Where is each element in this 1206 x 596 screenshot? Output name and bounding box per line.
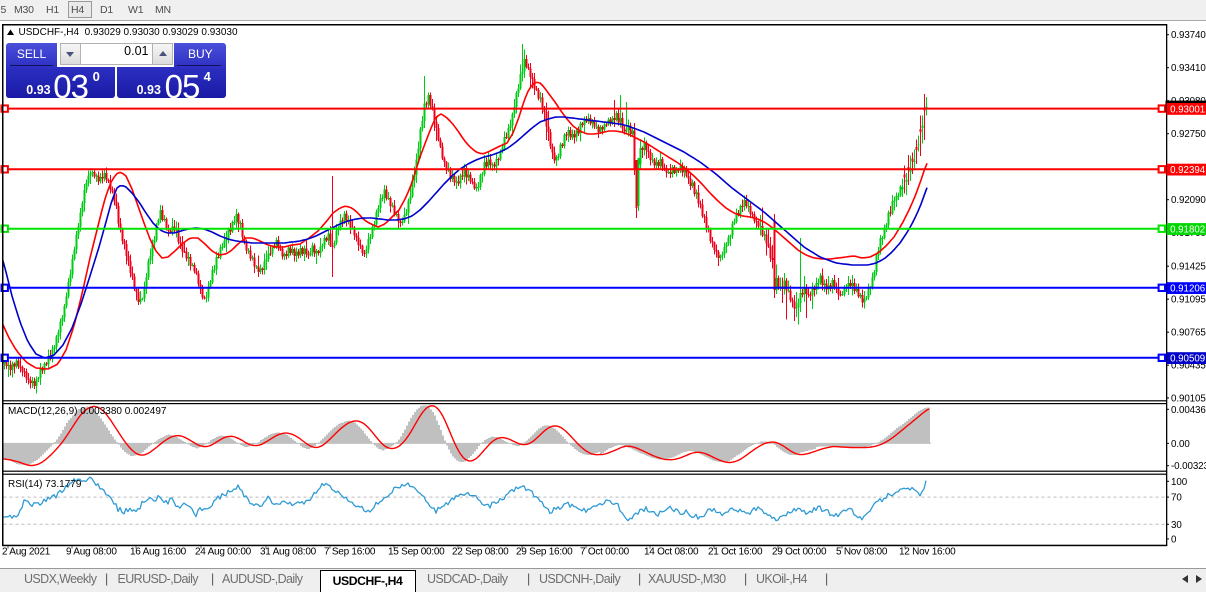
svg-text:22 Sep 08:00: 22 Sep 08:00 xyxy=(452,547,509,558)
svg-text:0.90509: 0.90509 xyxy=(1170,354,1205,365)
svg-text:0.91425: 0.91425 xyxy=(1171,262,1206,273)
svg-text:24 Aug 00:00: 24 Aug 00:00 xyxy=(195,547,252,558)
svg-text:15 Sep 00:00: 15 Sep 00:00 xyxy=(388,547,445,558)
svg-text:0: 0 xyxy=(1171,534,1177,545)
svg-text:0.93740: 0.93740 xyxy=(1171,30,1206,41)
svg-text:29 Oct 00:00: 29 Oct 00:00 xyxy=(772,547,827,558)
svg-text:7 Sep 16:00: 7 Sep 16:00 xyxy=(324,547,376,558)
svg-text:2 Aug 2021: 2 Aug 2021 xyxy=(2,547,51,558)
svg-text:0.90765: 0.90765 xyxy=(1171,328,1206,339)
svg-text:100: 100 xyxy=(1171,477,1188,488)
svg-text:7 Oct 00:00: 7 Oct 00:00 xyxy=(580,547,630,558)
svg-text:9 Aug 08:00: 9 Aug 08:00 xyxy=(66,547,117,558)
svg-text:0.93001: 0.93001 xyxy=(1170,104,1205,115)
svg-text:70: 70 xyxy=(1171,493,1182,504)
svg-text:16 Aug 16:00: 16 Aug 16:00 xyxy=(130,547,187,558)
svg-text:30: 30 xyxy=(1171,520,1182,531)
svg-text:12 Nov 16:00: 12 Nov 16:00 xyxy=(899,547,956,558)
svg-text:0.92750: 0.92750 xyxy=(1171,129,1206,140)
svg-text:21 Oct 16:00: 21 Oct 16:00 xyxy=(708,547,763,558)
svg-text:-0.00323: -0.00323 xyxy=(1171,461,1206,472)
svg-text:0.92394: 0.92394 xyxy=(1170,165,1206,176)
svg-text:0.91206: 0.91206 xyxy=(1170,284,1205,295)
svg-text:0.90105: 0.90105 xyxy=(1171,393,1206,404)
svg-text:USDCHF-,H4 0.93029 0.93030 0.: USDCHF-,H4 0.93029 0.93030 0.93029 0.930… xyxy=(19,27,238,38)
svg-text:0.00436: 0.00436 xyxy=(1171,405,1206,416)
svg-text:31 Aug 08:00: 31 Aug 08:00 xyxy=(260,547,317,558)
svg-text:0.93410: 0.93410 xyxy=(1171,63,1206,74)
svg-text:0.00: 0.00 xyxy=(1171,439,1190,450)
svg-text:MACD(12,26,9) 0.003380 0.00249: MACD(12,26,9) 0.003380 0.002497 xyxy=(8,406,167,417)
svg-text:0.91095: 0.91095 xyxy=(1171,295,1206,306)
svg-text:0.91802: 0.91802 xyxy=(1170,225,1205,236)
svg-text:29 Sep 16:00: 29 Sep 16:00 xyxy=(516,547,573,558)
svg-text:14 Oct 08:00: 14 Oct 08:00 xyxy=(644,547,699,558)
svg-text:5 Nov 08:00: 5 Nov 08:00 xyxy=(836,547,888,558)
svg-text:RSI(14) 73.1779: RSI(14) 73.1779 xyxy=(8,479,82,490)
svg-text:0.92090: 0.92090 xyxy=(1171,195,1206,206)
